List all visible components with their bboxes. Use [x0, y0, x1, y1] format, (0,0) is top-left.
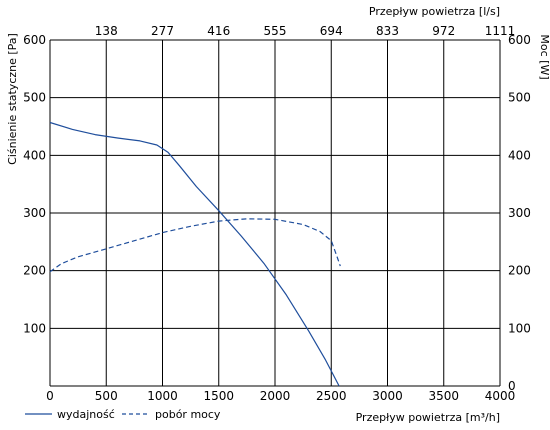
- y-left-tick-label: 300: [23, 206, 46, 220]
- y-right-tick-label: 600: [508, 33, 531, 47]
- x-bottom-tick-label: 0: [46, 389, 54, 403]
- y-left-tick-label: 200: [23, 264, 46, 278]
- x-bottom-tick-label: 2000: [260, 389, 291, 403]
- y-right-tick-label: 300: [508, 206, 531, 220]
- x-bottom-tick-label: 500: [95, 389, 118, 403]
- right-axis-title: Moc [W]: [538, 34, 550, 79]
- x-top-tick-label: 694: [320, 24, 343, 38]
- x-top-tick-label: 138: [95, 24, 118, 38]
- legend-item-wydajnosc: wydajność: [57, 408, 115, 421]
- y-right-tick-label: 500: [508, 91, 531, 105]
- left-axis-title: Ciśnienie statyczne [Pa]: [6, 33, 19, 165]
- y-right-tick-label: 100: [508, 321, 531, 335]
- x-bottom-tick-label: 4000: [485, 389, 516, 403]
- x-top-tick-label: 277: [151, 24, 174, 38]
- x-top-tick-label: 833: [376, 24, 399, 38]
- x-bottom-tick-label: 1000: [147, 389, 178, 403]
- y-left-tick-label: 600: [23, 33, 46, 47]
- bottom-axis-title: Przepływ powietrza [m³/h]: [356, 411, 500, 424]
- series-line-pobor-mocy: [49, 218, 341, 273]
- y-left-tick-label: 500: [23, 91, 46, 105]
- y-right-tick-label: 200: [508, 264, 531, 278]
- y-right-tick-label: 0: [508, 379, 516, 393]
- x-bottom-tick-label: 3500: [428, 389, 459, 403]
- x-bottom-tick-label: 3000: [372, 389, 403, 403]
- x-top-tick-label: 555: [264, 24, 287, 38]
- top-axis-title: Przepływ powietrza [l/s]: [369, 5, 500, 18]
- legend: wydajność pobór mocy: [25, 408, 221, 421]
- legend-item-pobor-mocy: pobór mocy: [155, 408, 221, 421]
- y-left-tick-label: 100: [23, 321, 46, 335]
- x-bottom-tick-label: 2500: [316, 389, 347, 403]
- series-line-wydajnosc: [49, 121, 340, 387]
- y-left-tick-label: 400: [23, 148, 46, 162]
- x-top-tick-label: 416: [207, 24, 230, 38]
- x-top-tick-label: 1111: [485, 24, 516, 38]
- x-top-tick-label: 972: [432, 24, 455, 38]
- x-bottom-tick-label: 1500: [203, 389, 234, 403]
- y-right-tick-label: 400: [508, 148, 531, 162]
